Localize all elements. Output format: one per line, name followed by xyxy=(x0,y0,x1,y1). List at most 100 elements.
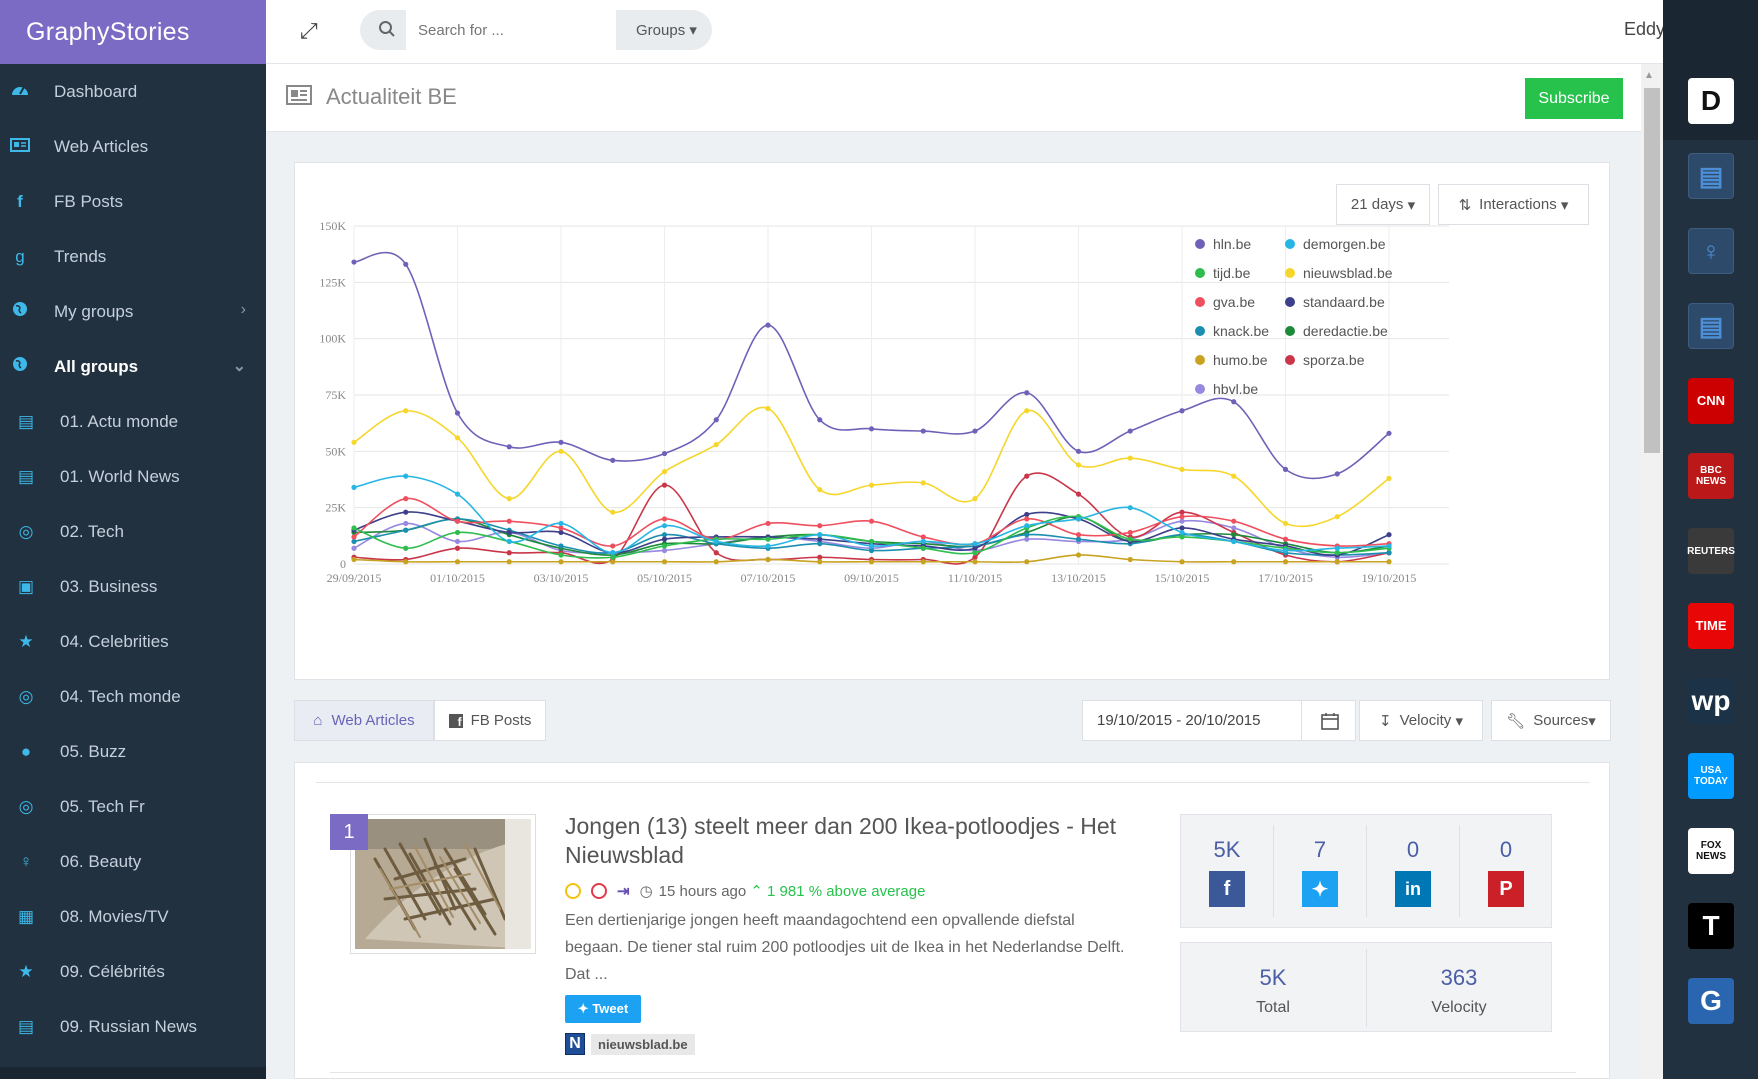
x-tick-label: 07/10/2015 xyxy=(741,571,796,585)
sidebar-group-item[interactable]: ● 05. Buzz xyxy=(0,724,266,779)
search-input[interactable] xyxy=(406,10,616,50)
data-point xyxy=(403,473,409,479)
data-point xyxy=(351,545,357,551)
source-logo-9[interactable]: USA TODAY xyxy=(1688,753,1734,799)
x-tick-label: 29/09/2015 xyxy=(327,571,382,585)
data-point xyxy=(817,532,823,538)
expand-icon[interactable]: ⤢ xyxy=(300,18,318,43)
sidebar-item-all-groups[interactable]: All groups ⌄ xyxy=(0,339,266,394)
source-logo-3[interactable]: ▤ xyxy=(1688,303,1734,349)
data-point xyxy=(868,426,875,432)
metric-dropdown-label: Interactions xyxy=(1479,196,1557,213)
data-point xyxy=(1386,475,1392,481)
data-point xyxy=(1075,516,1082,522)
sidebar-group-item[interactable]: ▤ 01. Actu monde xyxy=(0,394,266,449)
share-count: 5K xyxy=(1213,837,1241,862)
sidebar-group-item[interactable]: ♀ 06. Beauty xyxy=(0,834,266,889)
block-icon[interactable] xyxy=(591,883,607,899)
data-point xyxy=(765,556,771,563)
sidebar-item-my-groups[interactable]: My groups › xyxy=(0,284,266,339)
data-point xyxy=(610,550,616,556)
source-logo-12[interactable]: G xyxy=(1688,978,1734,1024)
source-logo-8[interactable]: wp xyxy=(1688,678,1734,724)
linkedin-icon[interactable]: in xyxy=(1395,871,1431,907)
flag-icon[interactable] xyxy=(565,883,581,899)
sidebar-item-dashboard[interactable]: Dashboard xyxy=(0,64,266,119)
data-point xyxy=(661,532,668,538)
scroll-up-icon[interactable]: ▲ xyxy=(1644,70,1654,81)
share-count: 7 xyxy=(1313,837,1327,862)
source-logo-2[interactable]: ♀ xyxy=(1688,228,1734,274)
data-point xyxy=(765,405,771,412)
source-logo-5[interactable]: BBC NEWS xyxy=(1688,453,1734,499)
data-point xyxy=(1231,532,1237,538)
y-tick-label: 25K xyxy=(325,501,346,515)
source-name: nieuwsblad.be xyxy=(591,1033,695,1055)
sidebar-item-fb-posts[interactable]: f FB Posts xyxy=(0,174,266,229)
pinterest-icon[interactable]: P xyxy=(1488,871,1524,907)
data-point xyxy=(454,435,461,441)
metric-dropdown[interactable]: ⇅ Interactions ▾ xyxy=(1438,184,1589,225)
tweet-button[interactable]: ✦ Tweet xyxy=(565,995,641,1023)
data-point xyxy=(558,552,564,558)
legend-marker xyxy=(1195,326,1205,336)
sidebar-group-item[interactable]: ◎ 05. Tech Fr xyxy=(0,779,266,834)
film-icon: ▦ xyxy=(17,906,35,926)
source-logo-10[interactable]: FOX NEWS xyxy=(1688,828,1734,874)
data-point xyxy=(1024,511,1030,518)
x-tick-label: 03/10/2015 xyxy=(534,571,589,585)
data-point xyxy=(1231,559,1237,565)
date-range-picker[interactable]: 19/10/2015 - 20/10/2015 xyxy=(1082,700,1356,741)
subscribe-button[interactable]: Subscribe xyxy=(1525,78,1623,119)
facebook-icon[interactable]: f xyxy=(1209,871,1245,907)
legend-label: nieuwsblad.be xyxy=(1303,265,1393,281)
data-point xyxy=(1386,430,1392,436)
data-point xyxy=(610,554,616,560)
sidebar-group-item[interactable]: ▣ 03. Business xyxy=(0,559,266,614)
sidebar-group-item[interactable]: ★ 04. Celebrities xyxy=(0,614,266,669)
sidebar-group-item[interactable]: ▦ 08. Movies/TV xyxy=(0,889,266,944)
sort-dropdown[interactable]: ↧ Velocity ▾ xyxy=(1359,700,1483,741)
legend-label: hln.be xyxy=(1213,236,1251,252)
data-point xyxy=(1231,518,1237,524)
days-dropdown[interactable]: 21 days ▾ xyxy=(1336,184,1430,225)
twitter-icon[interactable]: ✦ xyxy=(1302,871,1338,907)
tab-web-articles[interactable]: ⌂ Web Articles xyxy=(294,700,434,741)
source-logo-6[interactable]: REUTERS xyxy=(1687,528,1735,574)
x-tick-label: 09/10/2015 xyxy=(844,571,899,585)
source-logo-1[interactable]: ▤ xyxy=(1688,153,1734,199)
article-thumbnail[interactable] xyxy=(350,814,536,954)
article-title[interactable]: Jongen (13) steelt meer dan 200 Ikea-pot… xyxy=(565,813,1117,868)
sidebar-group-item[interactable]: ★ 09. Célébrités xyxy=(0,944,266,999)
money-icon: ▣ xyxy=(17,576,35,596)
sign-in-icon[interactable]: ⇥ xyxy=(617,883,630,900)
calendar-icon[interactable] xyxy=(1301,701,1357,740)
velocity-label: Velocity xyxy=(1431,999,1487,1016)
sources-dropdown[interactable]: 🔧︎ Sources ▾ xyxy=(1491,700,1611,741)
totals-box: 5K Total 363 Velocity xyxy=(1180,942,1552,1032)
data-point xyxy=(558,448,564,454)
search-icon[interactable] xyxy=(378,20,396,38)
source-logo-0[interactable]: D xyxy=(1688,78,1734,124)
sidebar-item-label: 06. Beauty xyxy=(60,851,142,871)
x-tick-label: 19/10/2015 xyxy=(1362,571,1417,585)
tab-fb-posts[interactable]: f FB Posts xyxy=(434,700,546,741)
sidebar-item-label: 09. Célébrités xyxy=(60,961,165,981)
source-logo-7[interactable]: TIME xyxy=(1688,603,1734,649)
scrollbar-thumb[interactable] xyxy=(1644,88,1660,453)
sidebar-group-item[interactable]: ◎ 04. Tech monde xyxy=(0,669,266,724)
sidebar-group-item[interactable]: ▤ 01. World News xyxy=(0,449,266,504)
sidebar-item-trends[interactable]: g Trends xyxy=(0,229,266,284)
data-point xyxy=(1179,534,1185,540)
legend-label: tijd.be xyxy=(1213,265,1251,281)
data-point xyxy=(868,559,875,565)
data-point xyxy=(558,559,564,565)
source-logo-11[interactable]: T xyxy=(1688,903,1734,949)
sidebar-group-item[interactable]: ◎ 02. Tech xyxy=(0,504,266,559)
groups-dropdown[interactable]: Groups ▾ xyxy=(636,22,697,39)
source-logo-4[interactable]: CNN xyxy=(1688,378,1734,424)
source-tag[interactable]: N nieuwsblad.be xyxy=(565,1033,695,1055)
brand-logo[interactable]: GraphyStories xyxy=(0,0,266,64)
sidebar-item-web-articles[interactable]: Web Articles xyxy=(0,119,266,174)
sidebar-group-item[interactable]: ▤ 09. Russian News xyxy=(0,999,266,1054)
